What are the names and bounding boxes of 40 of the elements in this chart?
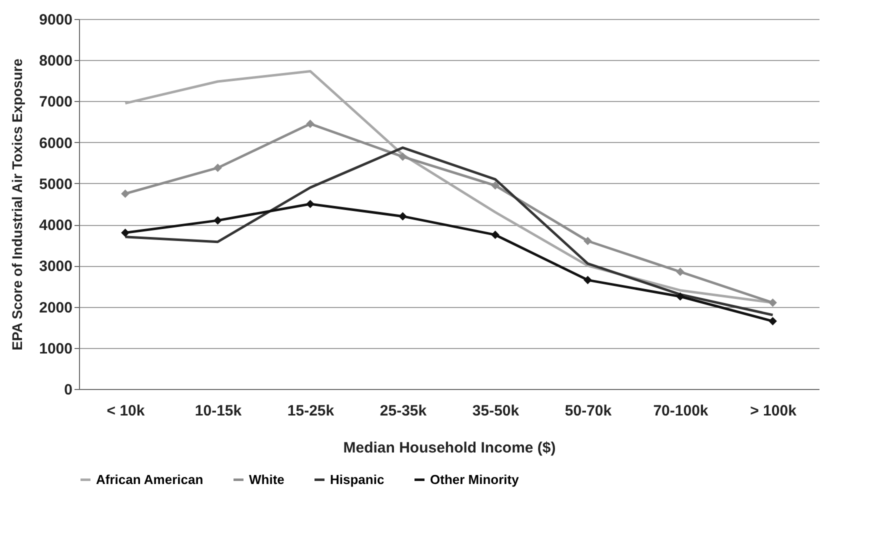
- legend-label: White: [249, 472, 284, 487]
- y-tick-label: 4000: [39, 217, 72, 234]
- point: [121, 228, 130, 237]
- x-tick-label: 10-15k: [194, 402, 242, 420]
- point: [121, 190, 130, 198]
- point: [676, 268, 684, 276]
- point: [491, 230, 500, 240]
- y-tick-label: 2000: [39, 299, 72, 316]
- x-tick-label: 70-100k: [653, 402, 709, 420]
- x-axis-title: Median Household Income ($): [343, 440, 556, 456]
- point: [584, 236, 592, 246]
- y-tick-label: 8000: [39, 52, 72, 70]
- point: [676, 292, 684, 301]
- point: [306, 120, 314, 128]
- y-tick-label: 7000: [39, 94, 72, 111]
- y-tick-label: 0: [64, 382, 72, 398]
- legend-label: Hispanic: [330, 472, 384, 487]
- legend-label: Other Minority: [430, 472, 520, 487]
- point: [584, 276, 592, 284]
- legend-label: African American: [96, 472, 204, 487]
- x-tick-label: 50-70k: [564, 402, 612, 420]
- point: [768, 298, 777, 307]
- x-tick-label: < 10k: [106, 402, 146, 420]
- x-tick-label: 35-50k: [472, 402, 520, 420]
- point: [398, 152, 407, 161]
- x-tick-label: 25-35k: [380, 402, 428, 420]
- y-tick-label: 5000: [39, 176, 72, 193]
- point: [214, 216, 222, 225]
- y-tick-label: 9000: [39, 12, 72, 28]
- point: [491, 181, 500, 190]
- point: [768, 316, 777, 326]
- y-tick-label: 6000: [39, 134, 72, 152]
- y-tick-label: 1000: [39, 340, 72, 358]
- y-axis-title: EPA Score of Industrial Air Toxics Exposure: [9, 58, 26, 350]
- point: [398, 212, 407, 221]
- y-tick-label: 3000: [39, 258, 72, 276]
- point: [214, 164, 222, 172]
- point: [306, 200, 314, 208]
- x-tick-label: 15-25k: [287, 402, 335, 420]
- x-tick-label: > 100k: [750, 402, 798, 420]
